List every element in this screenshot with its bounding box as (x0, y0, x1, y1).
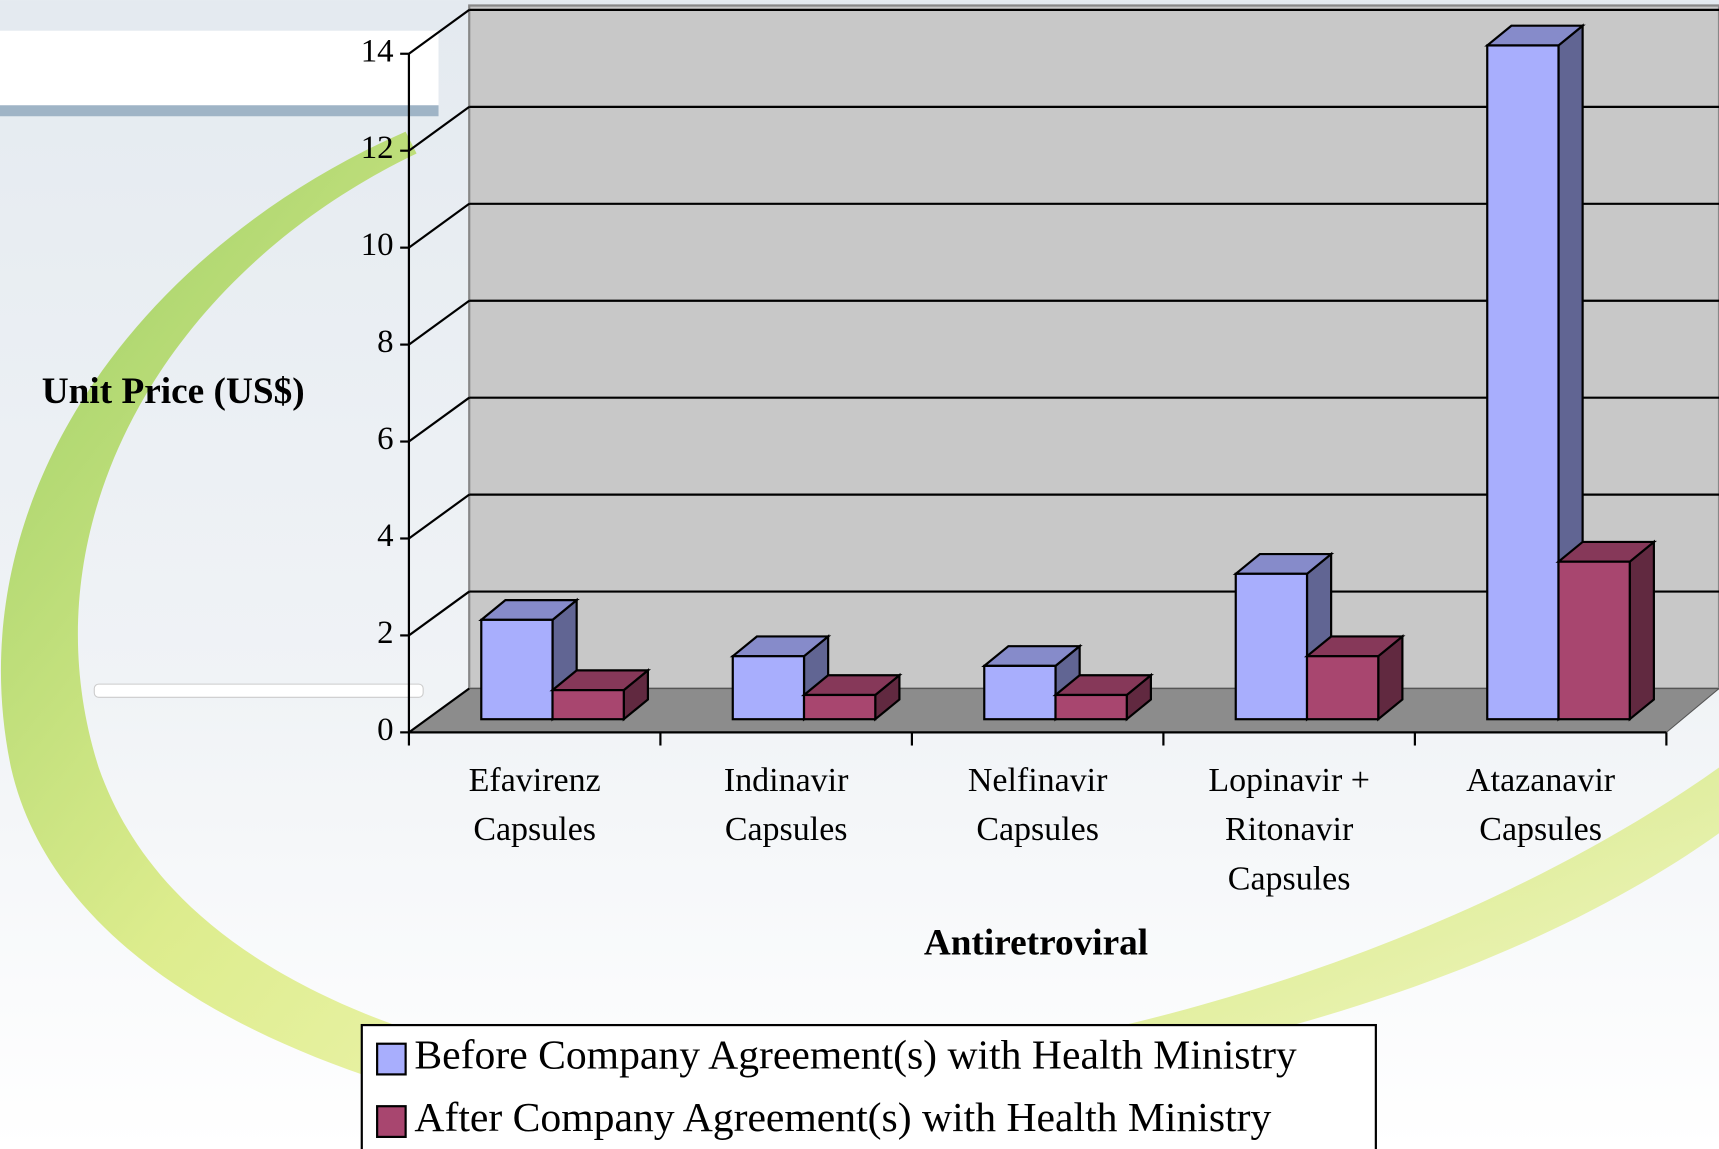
decor-bar (94, 684, 423, 697)
bar-front (984, 666, 1055, 719)
bar-front (1307, 656, 1378, 719)
y-tick-label: 6 (377, 421, 393, 457)
bar-front (1559, 562, 1630, 720)
bar (553, 670, 648, 719)
bar-front (1236, 574, 1307, 719)
bar-front (553, 690, 624, 719)
x-tick-line: Lopinavir + (1208, 762, 1370, 799)
y-tick-label: 14 (361, 33, 394, 69)
bar (1559, 542, 1654, 719)
bar-front (804, 695, 875, 719)
y-tick-label: 2 (377, 615, 393, 651)
x-tick-line: Capsules (976, 811, 1099, 848)
bar-front (481, 620, 552, 719)
legend-swatch (377, 1106, 406, 1137)
legend-label: Before Company Agreement(s) with Health … (414, 1033, 1297, 1079)
bar (1307, 636, 1402, 719)
x-tick-line: Ritonavir (1225, 811, 1354, 848)
y-tick-label: 12 (361, 130, 394, 166)
y-tick-label: 4 (377, 518, 393, 554)
plot: 0 2 4 6 8 10 12 14 Efavirenz Capsules Indinavir Cap… (361, 6, 1719, 898)
x-axis-label: Antiretroviral (924, 923, 1148, 964)
legend-swatch (377, 1044, 406, 1075)
x-tick-line: Capsules (1479, 811, 1602, 848)
y-tick-label: 0 (377, 712, 393, 748)
chart: 0 2 4 6 8 10 12 14 Efavirenz Capsules Indinavir Cap… (0, 0, 1719, 1149)
y-tick-label: 10 (361, 227, 394, 263)
header-rule (0, 105, 439, 116)
x-tick-label: Lopinavir + Ritonavir Capsules (1208, 762, 1370, 898)
x-tick-line: Capsules (473, 811, 596, 848)
page: 0 2 4 6 8 10 12 14 Efavirenz Capsules Indinavir Cap… (0, 0, 1719, 1149)
legend-label: After Company Agreement(s) with Health M… (414, 1095, 1271, 1141)
x-tick-line: Atazanavir (1466, 762, 1616, 799)
y-tick-label: 8 (377, 324, 393, 360)
x-tick-line: Nelfinavir (968, 762, 1108, 799)
x-tick-line: Efavirenz (469, 762, 601, 799)
x-tick-line: Capsules (725, 811, 848, 848)
x-tick-line: Capsules (1228, 860, 1351, 897)
bar-front (733, 656, 804, 719)
bar-side (1630, 542, 1654, 719)
bar-front (1056, 695, 1127, 719)
x-tick-line: Indinavir (724, 762, 849, 799)
bar-front (1487, 45, 1558, 719)
y-axis-label: Unit Price (US$) (42, 371, 305, 412)
